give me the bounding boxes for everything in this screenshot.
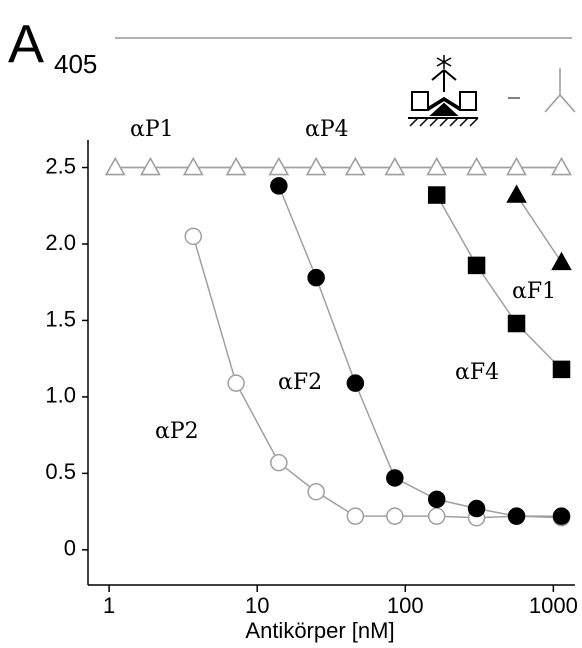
- series-line: [436, 194, 563, 370]
- series-label: αF4: [455, 360, 499, 385]
- point: [467, 256, 486, 275]
- point: [268, 156, 290, 176]
- series-label: αP2: [155, 419, 199, 444]
- point: [184, 227, 203, 246]
- x-axis-label: Antikörper [nM]: [245, 618, 394, 643]
- point: [270, 177, 288, 195]
- series-label: αP4: [305, 117, 349, 142]
- point: [346, 507, 365, 525]
- y-tick-label: 0.5: [45, 459, 76, 484]
- point: [551, 251, 572, 271]
- point: [270, 453, 288, 472]
- point: [506, 184, 527, 203]
- point: [552, 507, 571, 525]
- series-line: [515, 194, 563, 263]
- point: [104, 156, 126, 176]
- y-tick-label: 0: [64, 536, 76, 561]
- point: [427, 507, 446, 525]
- series-line: [278, 185, 562, 517]
- point: [307, 268, 325, 287]
- chart-title-subscript: 405: [54, 49, 97, 79]
- point: [345, 156, 366, 176]
- series-label: αP1: [130, 117, 174, 142]
- point: [305, 156, 327, 176]
- point: [552, 360, 571, 379]
- y-tick-label: 1.0: [45, 383, 76, 408]
- point: [466, 156, 487, 176]
- point: [551, 156, 572, 176]
- y-tick-label: 2.5: [45, 153, 76, 178]
- x-tick-label: 10: [245, 593, 269, 618]
- x-tick-label: 1000: [529, 593, 578, 618]
- series-line: [192, 236, 562, 519]
- point: [384, 156, 406, 176]
- point: [140, 156, 161, 176]
- series-label: αF1: [512, 279, 556, 304]
- y-tick-label: 2.0: [45, 230, 76, 255]
- point: [507, 507, 526, 525]
- x-tick-label: 1: [103, 593, 115, 618]
- point: [307, 482, 325, 501]
- point: [386, 469, 404, 487]
- point: [346, 374, 365, 392]
- chart-title: A: [8, 14, 44, 74]
- point: [227, 374, 245, 392]
- point: [427, 490, 446, 509]
- point: [507, 314, 526, 333]
- point: [467, 499, 486, 518]
- y-tick-label: 1.5: [45, 306, 76, 331]
- point: [506, 156, 527, 176]
- point: [427, 186, 446, 204]
- point: [426, 156, 447, 176]
- assay-icon: [408, 55, 576, 127]
- point: [182, 156, 204, 176]
- point: [386, 507, 404, 525]
- point: [225, 156, 247, 176]
- x-tick-label: 100: [387, 593, 424, 618]
- series-label: αF2: [278, 370, 322, 395]
